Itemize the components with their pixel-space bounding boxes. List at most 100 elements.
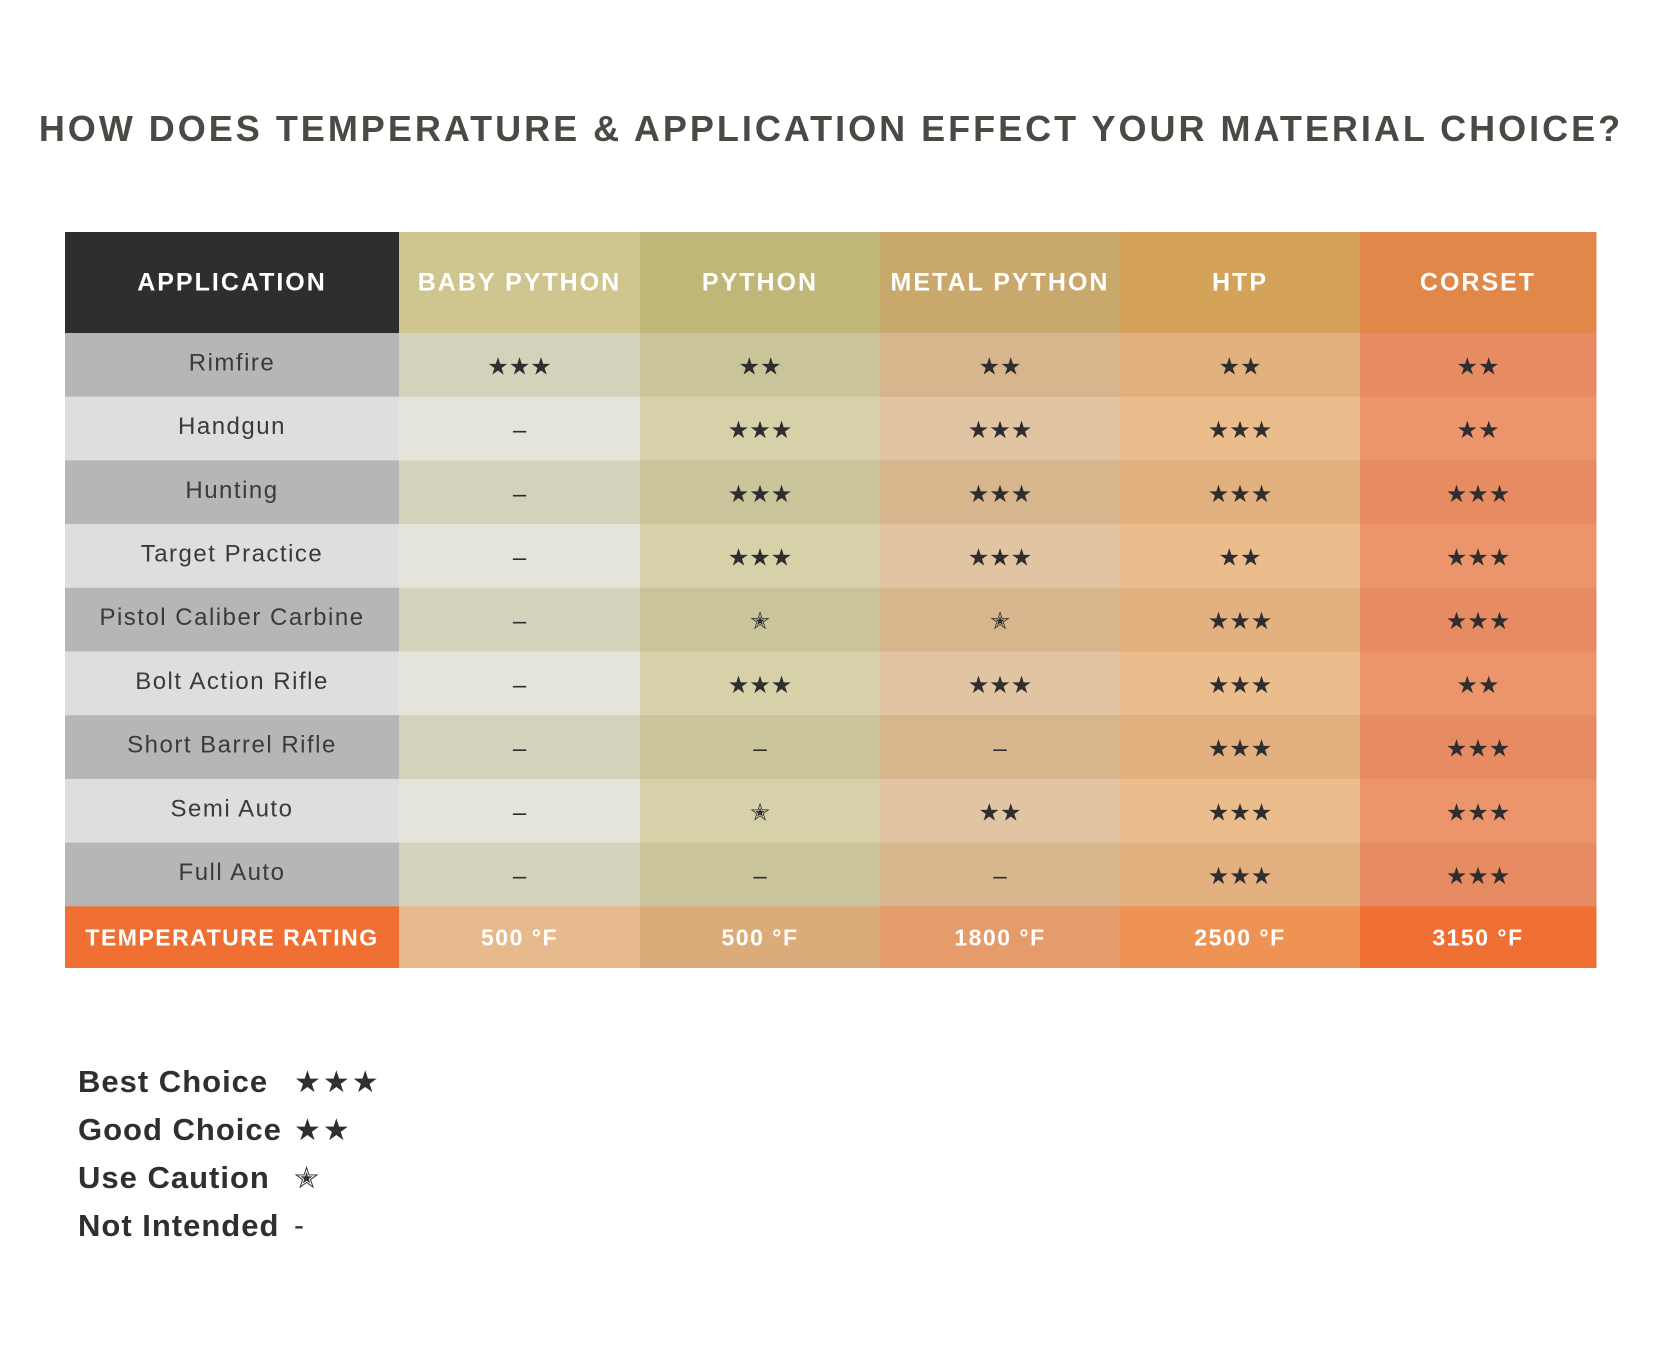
rating-cell	[640, 396, 881, 461]
temperature-rating-value: 3150 °F	[1432, 924, 1523, 950]
rating-value: –	[513, 544, 527, 571]
rating-cell	[640, 715, 881, 780]
rating-value: ★★★	[1208, 736, 1273, 763]
chart-title: HOW DOES TEMPERATURE & APPLICATION EFFEC…	[38, 108, 1624, 149]
legend-item-caution: Use Caution ✭	[78, 1154, 381, 1202]
rating-value: ★★★	[1208, 417, 1273, 444]
legend-label: Best Choice	[78, 1064, 269, 1099]
rating-value: –	[513, 863, 527, 890]
rating-cell	[1120, 778, 1361, 844]
rating-value: ✭	[750, 799, 770, 826]
header-label-material: HTP	[1212, 269, 1268, 297]
legend-symbol: ★★★	[294, 1065, 381, 1099]
legend-label: Not Intended	[78, 1208, 280, 1243]
application-cell	[65, 842, 400, 907]
legend-item-best: Best Choice ★★★	[78, 1058, 381, 1106]
rating-cell	[640, 460, 881, 525]
temperature-rating-value: 500 °F	[481, 924, 558, 950]
rating-value: ★★★	[728, 481, 793, 508]
legend-symbol: ✭	[294, 1161, 322, 1195]
rating-value: ★★★	[728, 672, 793, 699]
rating-value: ★★★	[968, 672, 1033, 699]
rating-value: –	[753, 736, 767, 763]
rating-cell	[1360, 715, 1597, 780]
header-cell-1	[640, 232, 881, 334]
temperature-rating-value: 500 °F	[721, 924, 798, 950]
header-cell-0	[399, 232, 641, 334]
rating-cell	[1360, 651, 1597, 716]
header-label-material: BABY PYTHON	[418, 269, 622, 297]
application-label: Hunting	[185, 477, 278, 504]
rating-value: ★★★	[1208, 608, 1273, 635]
rating-value: –	[993, 863, 1007, 890]
rating-value: –	[513, 799, 527, 826]
rating-cell	[640, 842, 881, 907]
rating-value: ★★	[1456, 417, 1499, 444]
rating-cell	[399, 715, 641, 780]
rating-cell	[1360, 460, 1597, 525]
rating-value: ★★	[1218, 544, 1261, 571]
rating-value: ★★★	[1208, 863, 1273, 890]
rating-value: –	[513, 672, 527, 699]
header-label-material: CORSET	[1420, 269, 1536, 297]
temperature-rating-value: 2500 °F	[1194, 924, 1285, 950]
rating-value: ★★★	[1446, 481, 1511, 508]
rating-cell	[1360, 842, 1597, 907]
rating-value: ★★★	[1446, 863, 1511, 890]
legend-item-not-intended: Not Intended -	[78, 1202, 381, 1250]
rating-cell	[399, 651, 641, 716]
rating-cell	[1360, 587, 1597, 652]
rating-value: –	[513, 417, 527, 444]
header-label-application: APPLICATION	[137, 269, 327, 297]
application-label: Semi Auto	[171, 795, 294, 822]
rating-value: ★★★	[1446, 544, 1511, 571]
rating-value: ★★★	[1446, 799, 1511, 826]
legend: Best Choice ★★★ Good Choice ★★ Use Cauti…	[78, 1058, 381, 1250]
legend-item-good: Good Choice ★★	[78, 1106, 381, 1154]
rating-value: ★★	[738, 353, 781, 380]
rating-value: ✭	[750, 608, 770, 635]
rating-value: ★★★	[968, 544, 1033, 571]
rating-value: –	[993, 736, 1007, 763]
rating-value: ★★★	[1446, 608, 1511, 635]
rating-cell	[640, 778, 881, 844]
footer-cell	[640, 906, 881, 968]
rating-value: ★★★	[1208, 672, 1273, 699]
temperature-rating-value: 1800 °F	[954, 924, 1045, 950]
rating-cell	[1120, 524, 1361, 589]
rating-cell	[880, 333, 1121, 398]
rating-value: ★★	[1218, 353, 1261, 380]
header-label-material: METAL PYTHON	[891, 269, 1110, 297]
header-label-material: PYTHON	[702, 269, 818, 297]
rating-cell	[640, 333, 881, 398]
legend-symbol: -	[294, 1209, 306, 1242]
header-cell-4	[1360, 232, 1597, 334]
header-cell-application	[65, 232, 400, 334]
rating-value: ★★★	[968, 417, 1033, 444]
material-comparison-table: APPLICATION BABY PYTHON PYTHON METAL PYTHON…	[65, 232, 1600, 968]
rating-value: –	[513, 736, 527, 763]
application-label: Short Barrel Rifle	[127, 732, 337, 759]
rating-cell	[399, 460, 641, 525]
rating-cell	[399, 396, 641, 461]
application-cell	[65, 396, 400, 461]
rating-value: –	[753, 863, 767, 890]
application-cell	[65, 333, 400, 398]
footer-cell	[399, 906, 641, 968]
rating-value: ★★★	[487, 353, 552, 380]
rating-value: ★★★	[1208, 799, 1273, 826]
comparison-table-svg: APPLICATION BABY PYTHON PYTHON METAL PYTHON…	[65, 232, 1597, 968]
rating-cell	[399, 587, 641, 652]
rating-cell	[1120, 460, 1361, 525]
application-cell	[65, 524, 400, 589]
rating-value: ★★	[978, 799, 1021, 826]
rating-cell	[880, 587, 1121, 652]
rating-cell	[880, 842, 1121, 907]
footer-cell	[880, 906, 1121, 968]
rating-value: ★★★	[728, 417, 793, 444]
header-cell-3	[1120, 232, 1361, 334]
rating-cell	[1120, 333, 1361, 398]
rating-value: –	[513, 481, 527, 508]
rating-cell	[1120, 842, 1361, 907]
rating-value: ✭	[990, 608, 1010, 635]
